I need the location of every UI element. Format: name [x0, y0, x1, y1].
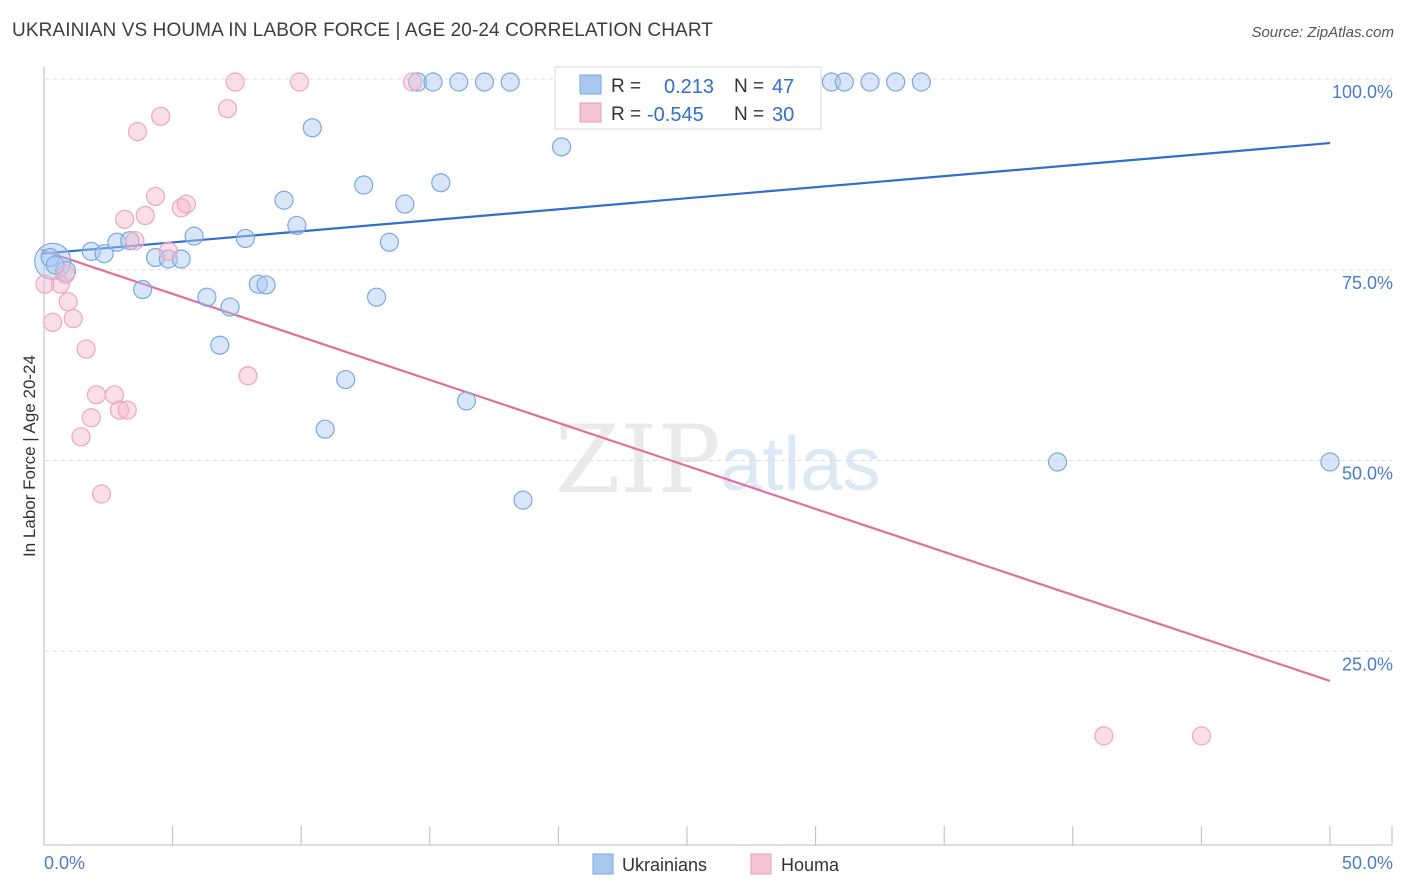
houma-point	[104, 385, 124, 405]
ukrainians-point	[220, 297, 240, 317]
ukrainians-trend-line	[40, 141, 1331, 255]
ukrainians-point	[456, 391, 477, 411]
houma-point	[76, 339, 96, 359]
y-axis-title: In Labor Force | Age 20-24	[20, 355, 39, 557]
bottom-legend-swatch-ukrainians[interactable]	[592, 853, 614, 875]
ukrainians-point	[94, 244, 114, 264]
tick-labels: 25.0% 50.0% 75.0% 100.0% 0.0% 50.0%	[44, 82, 1393, 873]
x-tick-label-min: 0.0%	[44, 853, 85, 873]
houma-point	[81, 408, 101, 428]
ukrainians-point	[197, 287, 217, 307]
y-tick-label: 50.0%	[1342, 464, 1393, 484]
ukrainians-point	[287, 215, 307, 236]
houma-point	[176, 194, 196, 214]
ukrainians-point	[274, 190, 294, 210]
ukrainians-point	[474, 72, 495, 92]
ukrainians-point	[1320, 452, 1340, 472]
houma-point	[1094, 726, 1114, 746]
ukrainians-point	[886, 72, 906, 92]
houma-point	[117, 400, 137, 420]
ukrainians-point	[302, 118, 322, 138]
axes	[43, 67, 1393, 846]
ukrainians-point	[860, 72, 880, 92]
ukrainians-point	[431, 173, 451, 193]
ukrainians-point	[423, 72, 443, 92]
ukrainians-point	[500, 72, 520, 92]
ukrainians-point	[408, 72, 428, 92]
houma-point	[86, 385, 107, 405]
ukrainians-point	[256, 275, 276, 295]
legend-box: R = 0.213 N = 47 R = -0.545 N = 30	[554, 66, 822, 130]
ukrainians-point	[395, 194, 415, 214]
houma-point	[35, 274, 55, 294]
gridlines	[45, 78, 1392, 652]
ukrainians-point	[551, 137, 572, 157]
ukrainians-point	[834, 72, 854, 92]
houma-point	[151, 106, 171, 126]
legend-r-label-1: R =	[611, 76, 641, 97]
ukrainians-point	[911, 72, 931, 92]
ukrainians-point	[210, 335, 230, 355]
houma-point	[171, 198, 191, 218]
legend-n-value-2: 30	[772, 104, 794, 126]
houma-point	[225, 72, 245, 92]
houma-point	[145, 186, 166, 207]
chart-title: UKRAINIAN VS HOUMA IN LABOR FORCE | AGE …	[12, 20, 714, 41]
legend-r-label-2: R =	[611, 104, 641, 125]
houma-point	[135, 205, 155, 226]
houma-point	[109, 400, 130, 420]
ukrainians-point	[354, 175, 374, 195]
houma-point	[63, 308, 83, 329]
ukrainians-point	[133, 279, 153, 300]
houma-trend-line	[40, 248, 1331, 682]
legend-n-label-2: N =	[734, 104, 764, 125]
houma-point	[127, 121, 148, 142]
houma-point	[289, 72, 310, 92]
y-tick-label: 75.0%	[1342, 273, 1393, 293]
houma-point	[125, 231, 145, 251]
bottom-legend-label-ukrainians[interactable]: Ukrainians	[622, 855, 707, 875]
ukrainians-point	[379, 232, 399, 252]
houma-point	[43, 312, 63, 332]
houma-point	[71, 427, 91, 447]
legend-n-label-1: N =	[734, 76, 764, 97]
ukrainians-point	[184, 226, 204, 246]
ukrainians-point	[1047, 452, 1068, 472]
bottom-legend-label-houma[interactable]: Houma	[781, 855, 840, 875]
houma-point	[158, 241, 178, 261]
ukrainians-point	[235, 228, 256, 249]
houma-point	[55, 264, 76, 284]
houma-point	[91, 484, 112, 504]
ukrainians-point	[513, 490, 533, 510]
houma-point	[238, 366, 258, 386]
ukrainians-point	[120, 231, 140, 251]
legend-swatch-ukrainians	[579, 74, 602, 95]
ukrainians-point	[449, 72, 469, 92]
ukrainians-point	[366, 287, 387, 307]
houma-point	[115, 209, 135, 229]
legend-r-value-2: -0.545	[647, 104, 704, 126]
y-tick-label: 100.0%	[1332, 82, 1393, 102]
bottom-legend-swatch-houma[interactable]	[750, 853, 772, 875]
source-note: Source: ZipAtlas.com	[1251, 24, 1394, 41]
houma-point	[1191, 726, 1212, 746]
ukrainians-point	[248, 274, 268, 294]
watermark-atlas: atlas	[720, 422, 881, 507]
houma-point	[402, 72, 423, 92]
bottom-legend: Ukrainians Houma	[592, 853, 840, 875]
legend-swatch-houma	[579, 102, 602, 123]
legend-r-value-1: 0.213	[664, 76, 714, 98]
houma-point	[217, 99, 238, 119]
y-tick-label: 25.0%	[1342, 654, 1393, 674]
legend-n-value-1: 47	[772, 76, 794, 98]
trend-lines	[40, 141, 1331, 682]
houma-point	[50, 274, 71, 294]
x-tick-label-max: 50.0%	[1342, 853, 1393, 873]
ukrainians-point	[336, 369, 356, 390]
houma-point	[58, 292, 78, 312]
ukrainians-point	[315, 419, 335, 439]
